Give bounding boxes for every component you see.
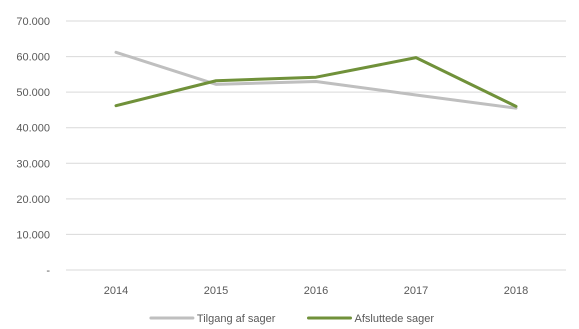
legend-label-2: Afsluttede sager — [355, 313, 435, 325]
y-tick-label: 50.000 — [16, 87, 50, 99]
y-tick-label: 60.000 — [16, 52, 50, 64]
x-tick-label: 2015 — [204, 285, 228, 297]
y-tick-label: 20.000 — [16, 194, 50, 206]
y-tick-label: 40.000 — [16, 123, 50, 135]
x-tick-label: 2018 — [504, 285, 528, 297]
y-tick-label: 70.000 — [16, 16, 50, 28]
x-tick-label: 2016 — [304, 285, 328, 297]
legend: Tilgang af sager Afsluttede sager — [149, 313, 435, 325]
x-tick-label: 2017 — [404, 285, 428, 297]
y-axis-tick-labels: - 10.000 20.000 30.000 40.000 50.000 60.000 70.… — [16, 16, 50, 277]
x-tick-label: 2014 — [104, 285, 128, 297]
gridlines — [66, 20, 566, 271]
series-line-1 — [114, 50, 518, 110]
series-line-2 — [114, 56, 518, 108]
y-tick-label: 10.000 — [16, 229, 50, 241]
x-axis-tick-labels: 2014 2015 2016 2017 2018 — [104, 285, 528, 297]
y-tick-label: - — [46, 265, 50, 277]
series-lines — [114, 50, 518, 110]
legend-label-1: Tilgang af sager — [197, 313, 276, 325]
y-tick-label: 30.000 — [16, 158, 50, 170]
